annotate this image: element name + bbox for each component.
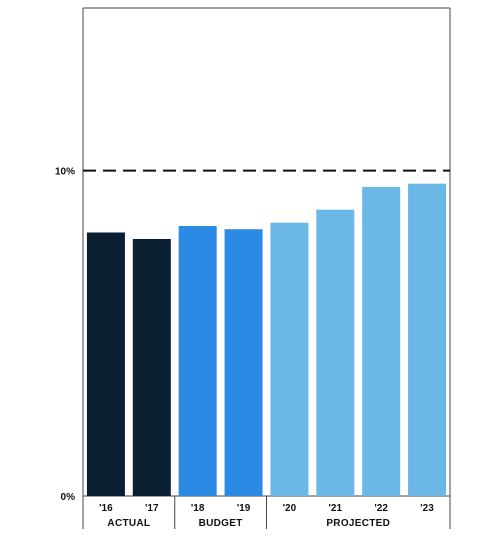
x-tick-label-6: '22 [374, 503, 388, 514]
x-tick-label-7: '23 [420, 503, 434, 514]
x-tick-label-3: '19 [237, 503, 251, 514]
x-tick-label-4: '20 [283, 503, 297, 514]
y-tick-label-1: 10% [55, 167, 75, 178]
group-label-0: ACTUAL [107, 518, 150, 529]
group-label-1: BUDGET [199, 518, 243, 529]
bar-2 [178, 225, 217, 496]
bar-0 [86, 232, 125, 497]
group-label-2: PROJECTED [326, 518, 390, 529]
bar-4 [270, 222, 309, 496]
bar-7 [408, 183, 447, 496]
x-tick-label-5: '21 [329, 503, 343, 514]
bars [86, 183, 447, 497]
bar-3 [224, 229, 263, 496]
x-tick-label-1: '17 [145, 503, 159, 514]
y-tick-label-0: 0% [61, 492, 76, 503]
x-tick-label-0: '16 [99, 503, 113, 514]
bar-6 [362, 186, 401, 496]
category-groups: ACTUAL BUDGET PROJECTED [107, 496, 390, 529]
x-tick-label-2: '18 [191, 503, 205, 514]
x-axis-ticks: '16 '17 '18 '19 '20 '21 '22 '23 [99, 503, 434, 514]
bar-1 [132, 238, 171, 496]
y-axis-ticks: 0% 10% [55, 167, 75, 503]
bar-5 [316, 209, 355, 496]
